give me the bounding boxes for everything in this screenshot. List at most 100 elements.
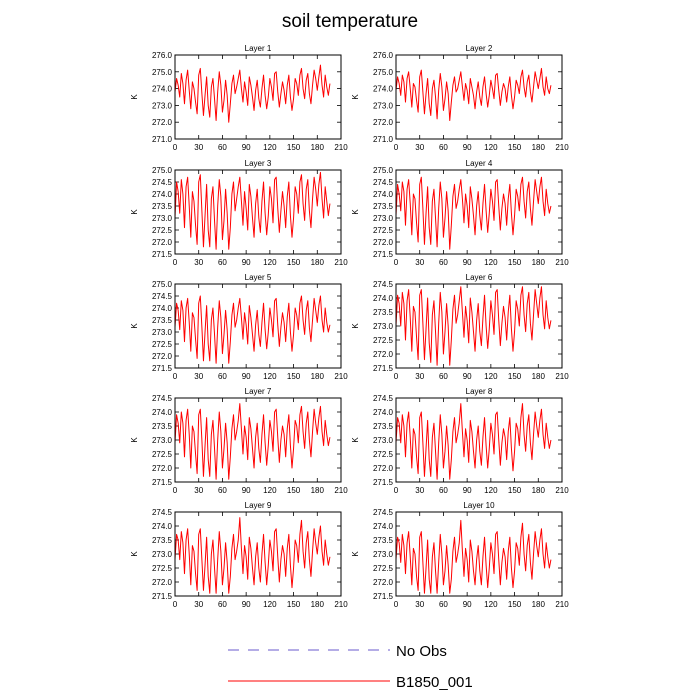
x-tick-label: 90	[463, 600, 472, 609]
y-tick-label: 271.5	[373, 592, 394, 601]
x-tick-label: 60	[218, 143, 227, 152]
y-tick-label: 274.0	[373, 190, 394, 199]
x-tick-label: 150	[508, 600, 522, 609]
y-tick-label: 273.0	[152, 436, 173, 445]
plot-frame	[174, 397, 342, 483]
plot-frame	[174, 511, 342, 597]
x-tick-label: 150	[287, 486, 301, 495]
y-tick-label: 273.0	[152, 550, 173, 559]
y-tick-label: 274.0	[152, 304, 173, 313]
y-tick-label: 274.0	[373, 294, 394, 303]
y-tick-label: 274.5	[152, 178, 173, 187]
x-tick-label: 60	[218, 600, 227, 609]
y-tick-label: 272.0	[152, 352, 173, 361]
y-tick-label: 273.0	[373, 550, 394, 559]
y-tick-label: 271.5	[152, 478, 173, 487]
x-tick-label: 90	[242, 143, 251, 152]
x-tick-label: 0	[394, 372, 399, 381]
chart-panels: Layer 1 K 271.0 272.0 273.0 274.0 275.0 276.0 0 3…	[130, 44, 569, 609]
y-tick-label: 272.0	[373, 238, 394, 247]
series-line-b1850_001	[395, 176, 552, 250]
x-tick-label: 180	[532, 143, 546, 152]
x-tick-label: 30	[194, 600, 203, 609]
x-tick-label: 150	[508, 258, 522, 267]
panel-title: Layer 10	[463, 501, 495, 510]
x-tick-label: 180	[311, 486, 325, 495]
y-tick-label: 276.0	[373, 51, 394, 60]
chart-panel-layer-2: Layer 2 K 271.0 272.0 273.0 274.0 275.0 276.0 0 3…	[351, 44, 569, 152]
x-tick-label: 120	[484, 258, 498, 267]
plot-frame	[395, 511, 563, 597]
x-tick-label: 60	[218, 486, 227, 495]
y-axis-label: K	[130, 437, 139, 443]
y-tick-label: 274.5	[152, 292, 173, 301]
chart-panel-layer-9: Layer 9 K 271.5 272.0 272.5 273.0 273.5 274.0 27…	[130, 501, 348, 609]
y-tick-label: 274.5	[373, 394, 394, 403]
chart-panel-layer-5: Layer 5 K 271.5 272.0 272.5 273.0 273.5 274.0 27…	[130, 273, 348, 381]
y-tick-label: 271.5	[152, 592, 173, 601]
x-tick-label: 180	[532, 486, 546, 495]
y-tick-label: 273.0	[373, 436, 394, 445]
x-tick-label: 150	[508, 143, 522, 152]
y-tick-label: 273.0	[152, 328, 173, 337]
series-line-b1850_001	[174, 64, 331, 123]
y-tick-label: 273.5	[373, 202, 394, 211]
x-tick-label: 0	[394, 258, 399, 267]
x-tick-label: 180	[311, 143, 325, 152]
x-tick-label: 60	[439, 372, 448, 381]
series-line-b1850_001	[174, 171, 331, 250]
plot-frame	[395, 54, 563, 140]
y-tick-label: 273.0	[152, 214, 173, 223]
y-tick-label: 272.5	[152, 226, 173, 235]
plot-frame	[395, 283, 563, 369]
panel-title: Layer 5	[245, 273, 272, 282]
y-tick-label: 272.5	[373, 336, 394, 345]
y-tick-label: 275.0	[373, 166, 394, 175]
y-tick-label: 272.5	[373, 564, 394, 573]
y-tick-label: 273.5	[373, 422, 394, 431]
y-tick-label: 273.5	[152, 316, 173, 325]
x-tick-label: 180	[532, 258, 546, 267]
y-tick-label: 274.5	[373, 508, 394, 517]
x-tick-label: 0	[394, 600, 399, 609]
y-tick-label: 274.0	[152, 190, 173, 199]
y-axis-label: K	[130, 209, 139, 215]
plot-frame	[395, 397, 563, 483]
x-tick-label: 60	[439, 486, 448, 495]
y-tick-label: 276.0	[152, 51, 173, 60]
y-axis-label: K	[130, 323, 139, 329]
x-tick-label: 30	[415, 372, 424, 381]
plot-frame	[395, 169, 563, 255]
x-tick-label: 60	[439, 143, 448, 152]
x-tick-label: 60	[439, 600, 448, 609]
chart-panel-layer-8: Layer 8 K 271.5 272.0 272.5 273.0 273.5 274.0 27…	[351, 387, 569, 495]
series-line-b1850_001	[395, 67, 552, 122]
chart-panel-layer-7: Layer 7 K 271.5 272.0 272.5 273.0 273.5 274.0 27…	[130, 387, 348, 495]
series-line-b1850_001	[174, 517, 331, 594]
y-tick-label: 274.5	[373, 280, 394, 289]
x-tick-label: 90	[242, 372, 251, 381]
y-tick-label: 273.0	[152, 101, 173, 110]
x-tick-label: 30	[194, 372, 203, 381]
x-tick-label: 90	[242, 486, 251, 495]
chart-legend: No Obs B1850_001	[228, 643, 473, 691]
x-tick-label: 60	[439, 258, 448, 267]
x-tick-label: 120	[263, 143, 277, 152]
x-tick-label: 30	[415, 600, 424, 609]
x-tick-label: 0	[173, 600, 178, 609]
panel-title: Layer 7	[245, 387, 272, 396]
x-tick-label: 90	[242, 600, 251, 609]
x-tick-label: 210	[555, 372, 569, 381]
plot-frame	[174, 169, 342, 255]
x-tick-label: 30	[415, 143, 424, 152]
y-tick-label: 272.0	[373, 350, 394, 359]
series-line-b1850_001	[395, 519, 552, 594]
x-tick-label: 180	[532, 372, 546, 381]
y-tick-label: 272.5	[152, 340, 173, 349]
y-tick-label: 271.5	[152, 250, 173, 259]
y-axis-label: K	[351, 94, 360, 100]
chart-panel-layer-4: Layer 4 K 271.5 272.0 272.5 273.0 273.5 274.0 27…	[351, 159, 569, 267]
x-tick-label: 60	[218, 372, 227, 381]
x-tick-label: 0	[173, 258, 178, 267]
x-tick-label: 180	[311, 258, 325, 267]
